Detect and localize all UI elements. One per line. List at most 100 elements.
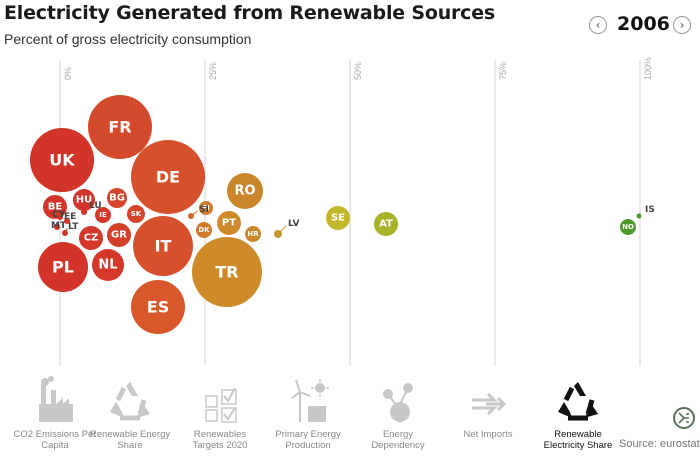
x-tick-label: 100% — [643, 57, 653, 80]
bubble-fi[interactable] — [199, 201, 213, 215]
bubble-dk[interactable] — [196, 222, 212, 238]
bubble-be[interactable] — [43, 195, 67, 219]
bubble-label-mt: MT — [51, 221, 67, 231]
bubble-label-de: DE — [156, 168, 180, 187]
nav-item-label: CO2 Emissions Per Capita — [5, 429, 105, 451]
bubble-label-dk: DK — [198, 226, 210, 234]
bubble-label-se: SE — [331, 213, 345, 224]
bubble-label-it: IT — [155, 237, 172, 256]
nav-label-line1: Net Imports — [463, 429, 513, 440]
bubble-label-fi: FI — [202, 204, 209, 212]
nav-label-line2: Capita — [41, 440, 69, 451]
bubble-hr[interactable] — [245, 226, 261, 242]
nav-label-line1: Renewable Energy — [89, 429, 171, 440]
bubble-gr[interactable] — [107, 223, 131, 247]
nav-label-line2: Dependency — [371, 440, 425, 451]
checkbox-icon — [205, 387, 237, 423]
bubble-es[interactable] — [131, 280, 185, 334]
nav-item-renewables[interactable]: Renewables Targets 2020 — [170, 374, 270, 451]
bubble-label-sk: SK — [131, 210, 142, 218]
nav-label-line1: Primary Energy — [275, 429, 341, 440]
nav-item-label: Energy Dependency — [348, 429, 448, 451]
bubble-cz[interactable] — [79, 226, 103, 250]
leader-line — [52, 225, 58, 228]
eurostat-logo-icon[interactable] — [673, 407, 695, 429]
nav-label-line1: Renewables — [193, 429, 247, 440]
nav-item-energy[interactable]: Energy Dependency — [348, 374, 448, 451]
nav-item-renewable-energy[interactable]: Renewable Energy Share — [80, 374, 180, 451]
bubble-chart: 0% 25% 50% 75% 100% DE TR FR UK IT ES PL RO NL SE AT CZ G… — [30, 57, 655, 366]
bubble-pt[interactable] — [217, 211, 241, 235]
bubble-label-ro: RO — [234, 184, 255, 199]
bubble-label-ee: EE — [64, 212, 76, 222]
nav-item-label: Primary Energy Production — [258, 429, 358, 451]
leader-line — [64, 217, 68, 222]
nav-item-label: Renewables Targets 2020 — [170, 429, 270, 451]
bubble-hu[interactable] — [73, 189, 95, 211]
bubble-label-fr: FR — [108, 118, 131, 137]
page-title: Electricity Generated from Renewable Sou… — [4, 2, 496, 24]
nav-item-co2-emissions-per[interactable]: CO2 Emissions Per Capita — [5, 374, 105, 451]
wind-solar-icon — [291, 379, 329, 422]
bubble-label-at: AT — [379, 219, 393, 230]
bubble-label-lu: LU — [89, 201, 102, 211]
recycle-icon — [558, 382, 598, 421]
bubble-ro[interactable] — [227, 173, 263, 209]
logo-mark — [678, 412, 689, 424]
bubble-label-es: ES — [147, 298, 169, 317]
nav-item-primary-energy[interactable]: Primary Energy Production — [258, 374, 358, 451]
x-tick-label: 0% — [63, 67, 73, 80]
nav-item-label: Net Imports — [438, 429, 538, 440]
nav-label-line2: Targets 2020 — [192, 440, 248, 451]
bubble-no[interactable] — [620, 219, 636, 235]
bubble-label-hu: HU — [76, 195, 93, 206]
nav-label-line2: Share — [117, 440, 143, 451]
leader-line — [64, 227, 68, 234]
recycle-icon — [110, 382, 150, 421]
bubble-label-cz: CZ — [84, 233, 99, 244]
bubble-label-pl: PL — [52, 258, 74, 277]
bubble-label-is: IS — [645, 205, 655, 215]
x-tick-label: 25% — [208, 62, 218, 80]
bubble-label-lv: LV — [288, 219, 299, 229]
source-label: Source: eurostat — [619, 438, 700, 450]
bubble-bg[interactable] — [107, 188, 127, 208]
nav-item-label: Renewable Energy Share — [80, 429, 180, 451]
x-tick-label: 50% — [353, 62, 363, 80]
next-year-button[interactable]: › — [673, 16, 691, 34]
nav-item-label: Renewable Electricity Share — [528, 429, 628, 451]
network-icon — [383, 383, 413, 422]
bubble-uk[interactable] — [30, 128, 94, 192]
prev-year-button[interactable]: ‹ — [589, 16, 607, 34]
bubble-ie[interactable] — [95, 207, 111, 223]
bubble-at[interactable] — [374, 212, 398, 236]
bubble-label-bg: BG — [109, 193, 125, 204]
nav-label-line1: CO2 Emissions Per — [13, 429, 97, 440]
bubble-label-lt: LT — [68, 222, 79, 232]
bubble-de[interactable] — [131, 140, 205, 214]
nav-label-line1: Energy — [382, 429, 414, 440]
bubble-se[interactable] — [326, 206, 350, 230]
bubble-label-be: BE — [48, 202, 63, 213]
bubble-label-cy: CY — [52, 210, 66, 220]
bottom-nav: CO2 Emissions Per Capita Renewable Energy S… — [0, 374, 700, 457]
leader-line — [277, 225, 287, 235]
factory-icon — [39, 376, 73, 422]
bubble-label-no: NO — [622, 223, 634, 231]
x-tick-label: 75% — [498, 62, 508, 80]
leader-line — [190, 210, 198, 217]
bubble-nl[interactable] — [92, 249, 124, 281]
bubble-sk[interactable] — [127, 205, 145, 223]
bubble-pl[interactable] — [38, 242, 88, 292]
nav-item-renewable[interactable]: Renewable Electricity Share — [528, 374, 628, 451]
nav-item-net-imports[interactable]: Net Imports — [438, 374, 538, 440]
bubble-label-pt: PT — [222, 218, 236, 229]
bubble-is[interactable] — [636, 213, 642, 219]
bubble-it[interactable] — [133, 216, 193, 276]
bubble-label-gr: GR — [111, 230, 127, 241]
bubble-tr[interactable] — [192, 237, 262, 307]
leader-line — [83, 206, 89, 213]
bubble-label-ie: IE — [99, 211, 107, 219]
bubble-fr[interactable] — [88, 95, 152, 159]
nav-label-line1: Renewable — [554, 429, 602, 440]
